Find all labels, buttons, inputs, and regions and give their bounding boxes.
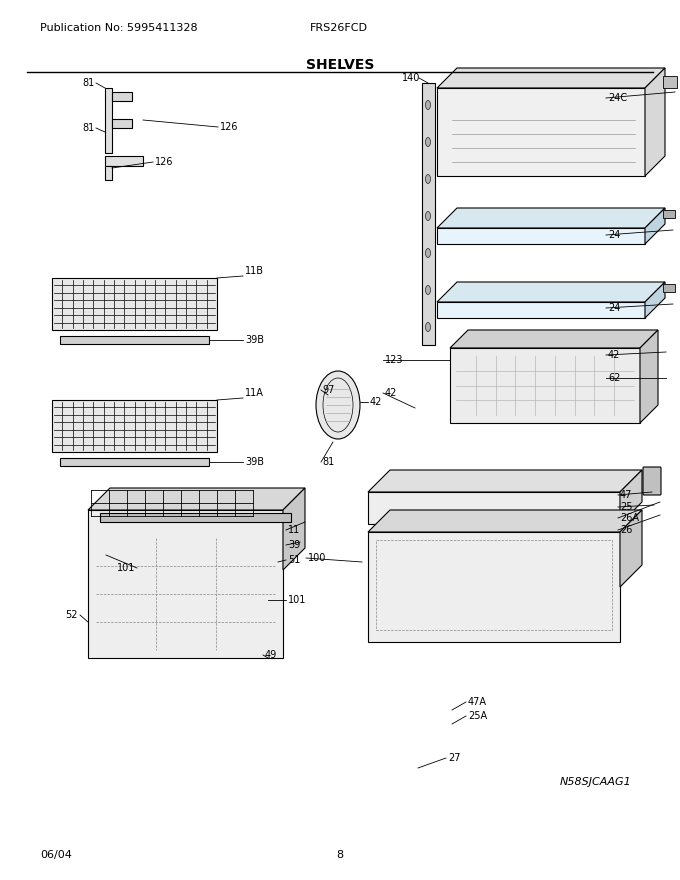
Text: Publication No: 5995411328: Publication No: 5995411328 [40, 23, 198, 33]
Polygon shape [437, 282, 665, 302]
Text: 101: 101 [117, 563, 135, 573]
Text: 62: 62 [608, 373, 620, 383]
Text: 101: 101 [288, 595, 307, 605]
Text: 39B: 39B [245, 335, 264, 345]
Polygon shape [368, 492, 620, 524]
Polygon shape [52, 278, 217, 330]
Text: 8: 8 [337, 850, 343, 860]
FancyBboxPatch shape [105, 156, 143, 166]
Ellipse shape [426, 248, 430, 258]
Polygon shape [640, 330, 658, 423]
Text: 27: 27 [448, 753, 460, 763]
Text: 39: 39 [288, 540, 301, 550]
Text: 51: 51 [288, 555, 301, 565]
Polygon shape [368, 532, 620, 642]
Text: 49: 49 [265, 650, 277, 660]
Polygon shape [52, 400, 217, 452]
FancyBboxPatch shape [422, 83, 435, 345]
Text: 26A: 26A [620, 513, 639, 523]
Text: 97: 97 [322, 385, 335, 395]
Polygon shape [368, 510, 642, 532]
Polygon shape [437, 302, 645, 318]
Text: 11B: 11B [245, 266, 264, 276]
Text: 140: 140 [402, 73, 420, 83]
Text: 42: 42 [608, 350, 620, 360]
Ellipse shape [426, 137, 430, 146]
FancyBboxPatch shape [60, 458, 209, 466]
Polygon shape [283, 488, 305, 570]
Text: 42: 42 [370, 397, 382, 407]
FancyBboxPatch shape [663, 210, 675, 218]
Text: 24: 24 [608, 230, 620, 240]
Ellipse shape [426, 322, 430, 332]
Text: 52: 52 [65, 610, 78, 620]
Text: 81: 81 [83, 78, 95, 88]
Text: FRS26FCD: FRS26FCD [310, 23, 368, 33]
Ellipse shape [426, 174, 430, 184]
Text: 11A: 11A [245, 388, 264, 398]
Text: 126: 126 [220, 122, 239, 132]
Polygon shape [88, 488, 305, 510]
Ellipse shape [426, 100, 430, 109]
FancyBboxPatch shape [112, 92, 132, 101]
Text: 26: 26 [620, 525, 632, 535]
FancyBboxPatch shape [100, 513, 291, 522]
Polygon shape [437, 88, 645, 176]
Text: 25: 25 [620, 502, 632, 512]
Text: 123: 123 [385, 355, 403, 365]
Polygon shape [620, 470, 642, 524]
Text: 47A: 47A [468, 697, 487, 707]
Bar [376, 540, 612, 630]
Text: 25A: 25A [468, 711, 487, 721]
Polygon shape [645, 208, 665, 244]
FancyBboxPatch shape [112, 119, 132, 128]
FancyBboxPatch shape [643, 467, 661, 495]
Text: SHELVES: SHELVES [306, 58, 374, 72]
FancyBboxPatch shape [663, 76, 677, 88]
FancyBboxPatch shape [663, 284, 675, 292]
Ellipse shape [426, 285, 430, 295]
Polygon shape [450, 348, 640, 423]
Text: 06/04: 06/04 [40, 850, 72, 860]
Text: 24: 24 [608, 303, 620, 313]
FancyBboxPatch shape [60, 336, 209, 344]
Ellipse shape [316, 371, 360, 439]
Text: 81: 81 [83, 123, 95, 133]
Text: 47: 47 [620, 490, 632, 500]
Ellipse shape [426, 211, 430, 221]
Text: 81: 81 [322, 457, 335, 467]
Polygon shape [450, 330, 658, 348]
Text: 24C: 24C [608, 93, 627, 103]
Text: 39B: 39B [245, 457, 264, 467]
Text: 11: 11 [288, 525, 301, 535]
FancyBboxPatch shape [105, 166, 112, 180]
Text: 42: 42 [385, 388, 397, 398]
Polygon shape [620, 510, 642, 587]
Text: N58SJCAAG1: N58SJCAAG1 [560, 777, 632, 787]
Polygon shape [645, 282, 665, 318]
Polygon shape [368, 470, 642, 492]
Polygon shape [437, 208, 665, 228]
Polygon shape [88, 510, 283, 658]
Polygon shape [437, 228, 645, 244]
FancyBboxPatch shape [105, 88, 112, 153]
Text: 126: 126 [155, 157, 173, 167]
Polygon shape [645, 68, 665, 176]
Text: 100: 100 [308, 553, 326, 563]
Polygon shape [437, 68, 665, 88]
